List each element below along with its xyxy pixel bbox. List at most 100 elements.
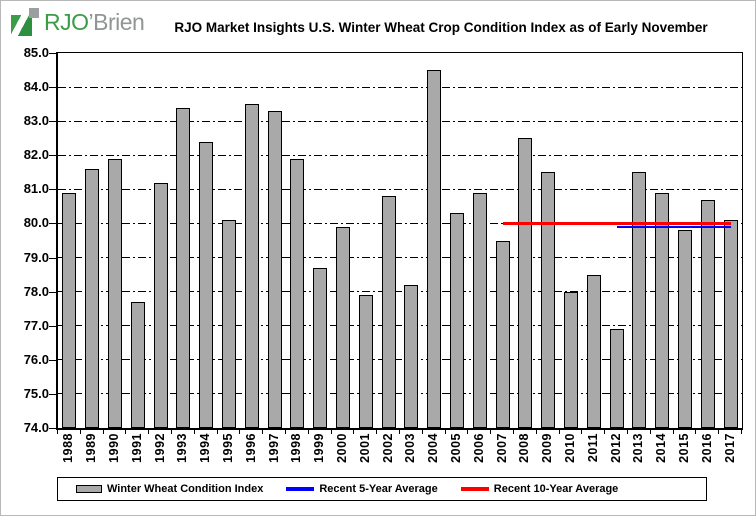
x-tick [353,429,355,434]
y-axis-label: 81.0 [23,181,49,197]
y-axis-label: 76.0 [23,351,49,367]
gridline [58,120,742,122]
bar-2004 [427,70,442,428]
x-tick [285,429,286,434]
y-tick [49,223,56,225]
x-tick [376,429,378,434]
x-axis-label-1993: 1993 [171,433,194,477]
x-tick [672,429,674,434]
gridline [58,393,742,395]
x-axis-label-text: 2009 [540,433,555,463]
x-tick [125,429,127,434]
x-axis-label-2011: 2011 [581,433,604,477]
x-tick [649,429,651,434]
legend-swatch-bar [76,485,102,493]
bar-2007 [495,240,510,428]
x-tick [171,429,172,434]
legend-swatch-line [460,487,489,491]
plot-area [56,52,743,430]
y-axis-label: 77.0 [23,317,49,333]
y-tick [49,428,56,429]
y-axis-label: 78.0 [23,283,49,299]
x-axis-label-text: 2000 [334,433,349,463]
x-tick [79,429,81,434]
x-axis-label-text: 2010 [562,433,577,463]
y-tick [49,155,56,157]
x-tick [148,429,150,434]
x-axis-label-text: 2001 [357,433,372,463]
x-axis-label-2007: 2007 [490,433,513,477]
bar-2015 [678,230,692,428]
x-axis-label-text: 2004 [426,433,441,463]
x-axis-label-text: 2007 [494,433,509,463]
y-axis-label: 83.0 [23,113,49,129]
bar-2010 [564,291,578,428]
x-axis-label-2012: 2012 [604,433,627,477]
x-tick [193,429,195,434]
bar-2014 [655,192,670,428]
x-axis-label-2008: 2008 [513,433,536,477]
bar-2003 [404,284,419,428]
x-axis-label-text: 1989 [84,433,99,463]
x-axis-label-text: 2005 [448,433,463,463]
x-axis-label-text: 2012 [608,433,623,463]
x-axis-label-text: 1996 [243,433,258,463]
logo-text-primary: RJO [44,8,89,35]
legend: Winter Wheat Condition Index Recent 5-Yea… [57,477,707,501]
x-axis-label-1991: 1991 [125,433,148,477]
x-axis-label-text: 2014 [654,433,669,463]
x-axis-label-2005: 2005 [445,433,468,477]
x-axis-label-1992: 1992 [148,433,171,477]
x-axis-label-text: 2015 [676,433,691,463]
rjobrien-logo: RJO’Brien [11,8,145,36]
x-tick [216,429,218,434]
bar-2000 [336,226,350,428]
x-tick [467,429,469,434]
x-axis-label-text: 1990 [106,433,121,463]
legend-item: Recent 5-Year Average [286,483,438,495]
five-year-average-line [616,225,731,228]
bar-1993 [176,107,191,428]
x-tick [490,429,492,434]
x-axis-label-text: 1991 [129,433,144,463]
logo-text-secondary: ’Brien [88,8,145,35]
ten-year-average-line [502,221,731,225]
x-axis-label-2000: 2000 [331,433,354,477]
logo-green-square [11,15,32,36]
x-axis-label-text: 1997 [266,433,281,463]
x-axis-label-2015: 2015 [673,433,696,477]
legend-item: Recent 10-Year Average [460,483,618,495]
x-tick [239,429,241,434]
gridline [58,257,742,259]
y-axis-label: 74.0 [23,420,49,435]
y-tick [49,189,56,191]
x-axis-label-1996: 1996 [239,433,262,477]
y-tick [49,257,56,259]
x-tick [421,429,423,434]
x-tick [330,429,332,434]
x-axis-label-text: 1993 [175,433,190,463]
x-axis-label-1997: 1997 [262,433,285,477]
bar-1992 [153,182,168,428]
x-axis-label-2003: 2003 [399,433,422,477]
x-tick [581,429,583,434]
x-tick [444,429,446,434]
x-axis-label-1994: 1994 [194,433,217,477]
x-axis-label-2001: 2001 [353,433,376,477]
bar-1998 [290,158,305,428]
legend-label: Winter Wheat Condition Index [107,483,264,495]
y-tick [49,87,56,89]
bar-1988 [62,192,77,428]
bar-1989 [85,168,100,428]
gridline [58,359,742,361]
bar-2005 [450,213,464,428]
x-axis-label-1999: 1999 [308,433,331,477]
gridline [58,222,742,224]
bar-1997 [267,110,282,428]
x-axis-label-1988: 1988 [57,433,80,477]
x-axis-label-2009: 2009 [536,433,559,477]
x-tick [102,429,104,434]
x-tick [718,429,720,434]
x-axis-label-2013: 2013 [627,433,650,477]
x-axis-label-text: 1998 [289,433,304,463]
